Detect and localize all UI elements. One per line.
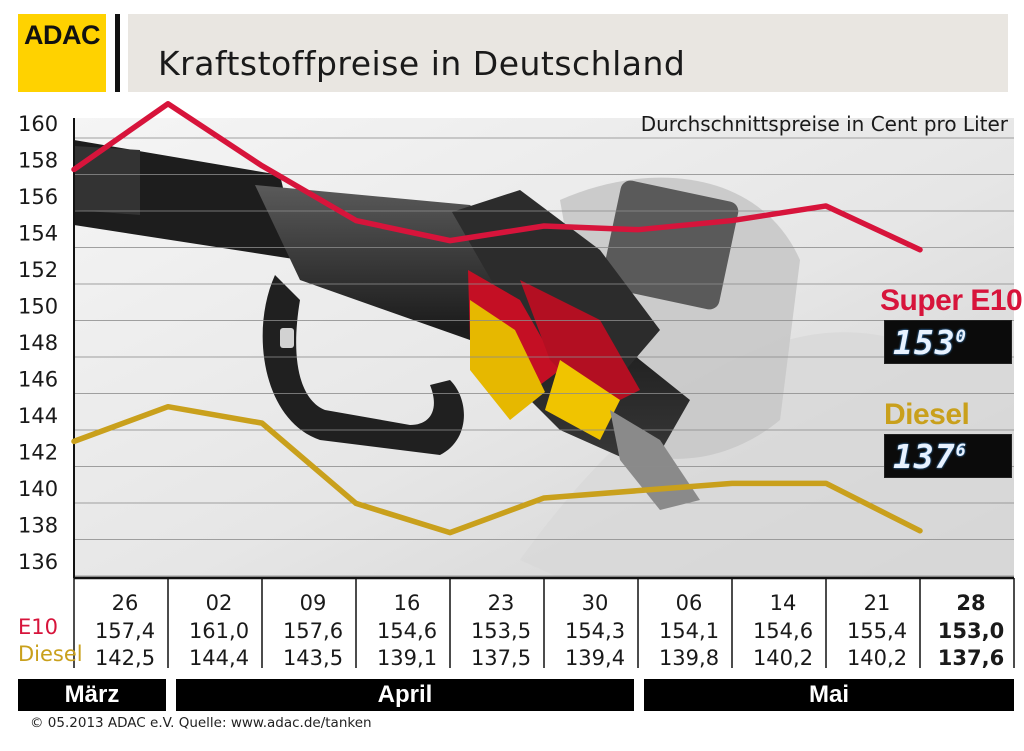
- y-tick-label: 146: [18, 368, 58, 392]
- x-tick-label: 06: [676, 591, 703, 615]
- month-band-april: April: [176, 679, 634, 711]
- x-tick-label: 28: [956, 591, 985, 615]
- adac-logo: ADAC: [18, 14, 106, 92]
- data-label-diesel: 140,2: [847, 646, 907, 670]
- series-line-diesel: [71, 403, 923, 536]
- y-tick-label: 148: [18, 331, 58, 355]
- y-tick-label: 144: [18, 404, 58, 428]
- y-tick-label: 152: [18, 258, 58, 282]
- data-label-e10: 157,4: [95, 619, 155, 643]
- data-label-diesel: 139,8: [659, 646, 719, 670]
- x-tick-label: 14: [770, 591, 797, 615]
- month-band-maerz: März: [18, 679, 166, 711]
- row-label-e10: E10: [18, 615, 58, 639]
- data-label-e10: 154,6: [377, 619, 437, 643]
- month-band-mai: Mai: [644, 679, 1014, 711]
- data-label-diesel: 144,4: [189, 646, 249, 670]
- e10-price-display: 1530: [884, 320, 1012, 364]
- title-band: Kraftstoffpreise in Deutschland: [128, 14, 1008, 92]
- data-label-diesel: 139,4: [565, 646, 625, 670]
- x-tick-label: 16: [394, 591, 421, 615]
- data-label-diesel: 137,5: [471, 646, 531, 670]
- logo-text: ADAC: [24, 20, 101, 50]
- e10-legend-label: Super E10: [880, 284, 1023, 317]
- x-tick-label: 23: [488, 591, 515, 615]
- y-tick-label: 140: [18, 477, 58, 501]
- y-tick-label: 150: [18, 295, 58, 319]
- data-label-e10: 154,1: [659, 619, 719, 643]
- data-label-diesel: 140,2: [753, 646, 813, 670]
- y-tick-label: 142: [18, 441, 58, 465]
- y-tick-label: 138: [18, 514, 58, 538]
- y-tick-label: 154: [18, 222, 58, 246]
- x-tick-label: 21: [864, 591, 891, 615]
- x-tick-label: 30: [582, 591, 609, 615]
- e10-display-value: 1530: [893, 323, 967, 362]
- diesel-legend-label: Diesel: [884, 398, 970, 431]
- diesel-price-display: 1376: [884, 434, 1012, 478]
- data-label-diesel: 143,5: [283, 646, 343, 670]
- y-tick-label: 160: [18, 112, 58, 136]
- data-label-e10: 155,4: [847, 619, 907, 643]
- data-label-e10: 161,0: [189, 619, 249, 643]
- x-tick-label: 02: [206, 591, 233, 615]
- series-lines: [71, 101, 923, 536]
- series-line-e10: [71, 101, 923, 253]
- y-axis-ticks: 160 158 156 154 152 150 148 146 144 142 140 138 136: [18, 112, 58, 574]
- data-label-diesel: 139,1: [377, 646, 437, 670]
- data-label-e10: 157,6: [283, 619, 343, 643]
- logo-divider: [115, 14, 120, 92]
- page-title: Kraftstoffpreise in Deutschland: [158, 44, 686, 83]
- row-label-diesel: Diesel: [18, 642, 83, 666]
- chart-subtitle: Durchschnittspreise in Cent pro Liter: [640, 112, 1008, 136]
- data-label-diesel: 142,5: [95, 646, 155, 670]
- x-tick-label: 26: [112, 591, 139, 615]
- data-label-diesel: 137,6: [938, 646, 1004, 670]
- x-tick-label: 09: [300, 591, 327, 615]
- data-table: 26 157,4 142,5 02 161,0 144,4 09 157,6 143,5 16 15…: [73, 578, 1015, 670]
- footer-credit: © 05.2013 ADAC e.V. Quelle: www.adac.de/…: [30, 715, 372, 731]
- data-label-e10: 154,6: [753, 619, 813, 643]
- y-tick-label: 158: [18, 149, 58, 173]
- y-tick-label: 156: [18, 185, 58, 209]
- data-label-e10: 153,0: [938, 619, 1004, 643]
- y-tick-label: 136: [18, 550, 58, 574]
- data-label-e10: 153,5: [471, 619, 531, 643]
- diesel-display-value: 1376: [893, 437, 967, 476]
- data-label-e10: 154,3: [565, 619, 625, 643]
